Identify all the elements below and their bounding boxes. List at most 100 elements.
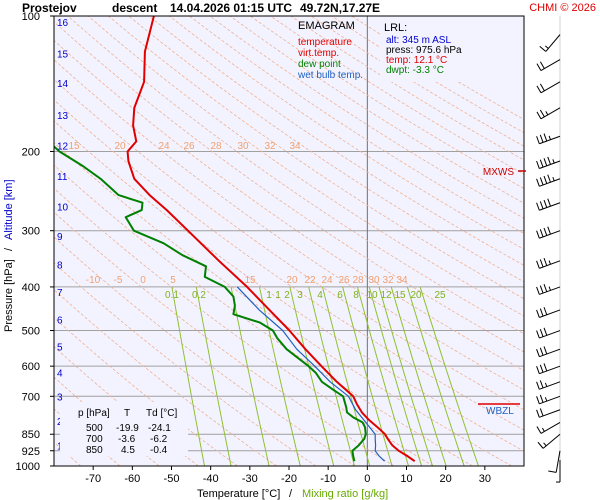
levels-row-500-t: -19.9 xyxy=(116,423,139,434)
wind-barb-half-feather xyxy=(552,159,555,164)
levels-row-700-td: -6.2 xyxy=(150,434,168,445)
wind-barb-feather xyxy=(536,426,542,434)
isotherm-label-200: 28 xyxy=(210,141,222,152)
mixing-ratio-label: 10 xyxy=(366,290,378,301)
mixing-ratio-line xyxy=(289,286,335,466)
isotherm-label-400: 20 xyxy=(286,275,298,286)
levels-table-background xyxy=(60,402,188,456)
series-temperature-line xyxy=(126,16,416,463)
wind-barb-feather xyxy=(536,111,542,120)
temperature-tick-label: -20 xyxy=(281,473,297,485)
wind-barb-feather xyxy=(539,134,544,143)
wind-barb-half-feather xyxy=(552,176,555,182)
mixing-ratio-label: 0.2 xyxy=(192,290,206,301)
wind-barb xyxy=(536,174,561,187)
wind-barb-feather xyxy=(543,175,548,184)
dry-adiabat-line xyxy=(54,21,524,353)
wind-barb-staff xyxy=(539,309,561,318)
wind-barb-feather xyxy=(543,307,548,315)
wind-barb xyxy=(536,133,561,145)
isotherm-label-400: 24 xyxy=(321,275,333,286)
mixing-ratio-line xyxy=(308,286,355,466)
wind-barb-feather xyxy=(543,363,548,372)
wind-barb xyxy=(536,59,561,72)
pressure-tick-label: 600 xyxy=(22,361,40,373)
wind-barb-feather xyxy=(536,230,540,239)
mxws-marker: MXWS xyxy=(483,167,526,178)
isotherm-label-200: 26 xyxy=(183,141,195,152)
wind-barb-feather xyxy=(539,329,544,337)
mixing-ratio-label: 1 xyxy=(266,290,272,301)
legend-item-virt-temp: virt.temp. xyxy=(298,48,339,59)
isotherm-label-200: 30 xyxy=(237,141,249,152)
altitude-tick-label: 14 xyxy=(57,79,69,90)
wind-barb-feather xyxy=(539,347,544,356)
mixing-ratio-label: 15 xyxy=(394,290,406,301)
wind-barb-feather xyxy=(547,198,551,207)
isotherm-label-400: 15 xyxy=(244,275,256,286)
dry-adiabat-line xyxy=(54,39,524,372)
wind-barb-feather xyxy=(547,226,551,235)
wind-barb-feather xyxy=(539,177,544,186)
temperature-tick-label: 0 xyxy=(364,473,370,485)
wind-barb-staff xyxy=(545,34,561,52)
station-name: Prostejov xyxy=(22,1,77,15)
wind-barb-feather xyxy=(536,381,540,390)
mixing-ratio-label: 8 xyxy=(353,290,359,301)
wind-barb xyxy=(536,81,561,94)
wind-barb-feather xyxy=(539,285,544,294)
x-axis-title-temperature: Temperature [°C] xyxy=(197,488,280,500)
wind-barb-feather xyxy=(536,178,540,187)
wind-barb-feather xyxy=(539,394,544,403)
isotherm-label-400: -10 xyxy=(86,275,101,286)
altitude-tick-label: 15 xyxy=(57,49,69,60)
altitude-tick-label: 9 xyxy=(57,232,63,243)
levels-row-850-t: 4.5 xyxy=(121,445,135,456)
mixing-ratio-label: 6 xyxy=(337,290,343,301)
mixing-ratio-label: 2 xyxy=(284,290,290,301)
levels-header-td: Td [°C] xyxy=(146,408,177,419)
altitude-tick-label: 6 xyxy=(57,315,63,326)
temperature-tick-label: -50 xyxy=(164,473,180,485)
mixing-ratio-label: 12 xyxy=(380,290,392,301)
wind-barb-feather xyxy=(536,202,540,211)
wind-barb-staff xyxy=(540,421,561,434)
wbzl-marker: WBZL xyxy=(478,403,520,417)
wind-barb-feather xyxy=(536,330,540,339)
y-axis-title: Pressure [hPa] / Altitude [km] xyxy=(3,179,15,332)
mixing-ratio-line xyxy=(195,286,232,466)
wind-barb-half-feather xyxy=(545,111,549,116)
altitude-tick-label: 12 xyxy=(57,142,69,153)
wind-barb-staff xyxy=(540,107,561,120)
mixing-ratio-label: 25 xyxy=(434,290,446,301)
dry-adiabat-line xyxy=(54,164,473,466)
wind-barb-feather xyxy=(548,470,557,473)
levels-row-500-p: 500 xyxy=(86,423,103,434)
wind-barb-staff xyxy=(539,330,561,339)
wind-barb-half-feather xyxy=(541,427,545,432)
wind-barb-feather xyxy=(539,83,545,92)
wind-barb-half-feather xyxy=(544,382,548,387)
wind-barb-half-feather xyxy=(548,135,551,140)
levels-row-850-p: 850 xyxy=(86,445,103,456)
isotherm-label-400: -5 xyxy=(114,275,123,286)
series-wet-bulb-temp-line xyxy=(236,286,386,462)
wind-barb xyxy=(539,34,561,52)
mixing-ratio-line xyxy=(378,286,433,466)
grid-labels: 15 20 24 26 28 30 32 34-10 -5 0 5 15 20 22 24 26 28 30 32 3… xyxy=(68,141,446,301)
mxws-label: MXWS xyxy=(483,167,514,178)
lrl-info: LRL: alt: 345 m ASL press: 975.6 hPa tem… xyxy=(380,18,476,82)
temperature-tick-label: -30 xyxy=(242,473,258,485)
wind-barb-feather xyxy=(536,348,540,357)
wind-barb xyxy=(537,433,561,449)
temperature-tick-label: -40 xyxy=(203,473,219,485)
mixing-ratio-line xyxy=(406,286,465,466)
wind-barb-feather xyxy=(543,158,548,166)
wind-barb-feather xyxy=(536,160,540,169)
wind-barb-half-feather xyxy=(544,397,548,402)
wind-barb-feather xyxy=(543,284,548,292)
isotherm-label-400: 30 xyxy=(368,275,380,286)
wind-barb-feather xyxy=(539,61,545,69)
pressure-tick-label: 200 xyxy=(22,146,40,158)
